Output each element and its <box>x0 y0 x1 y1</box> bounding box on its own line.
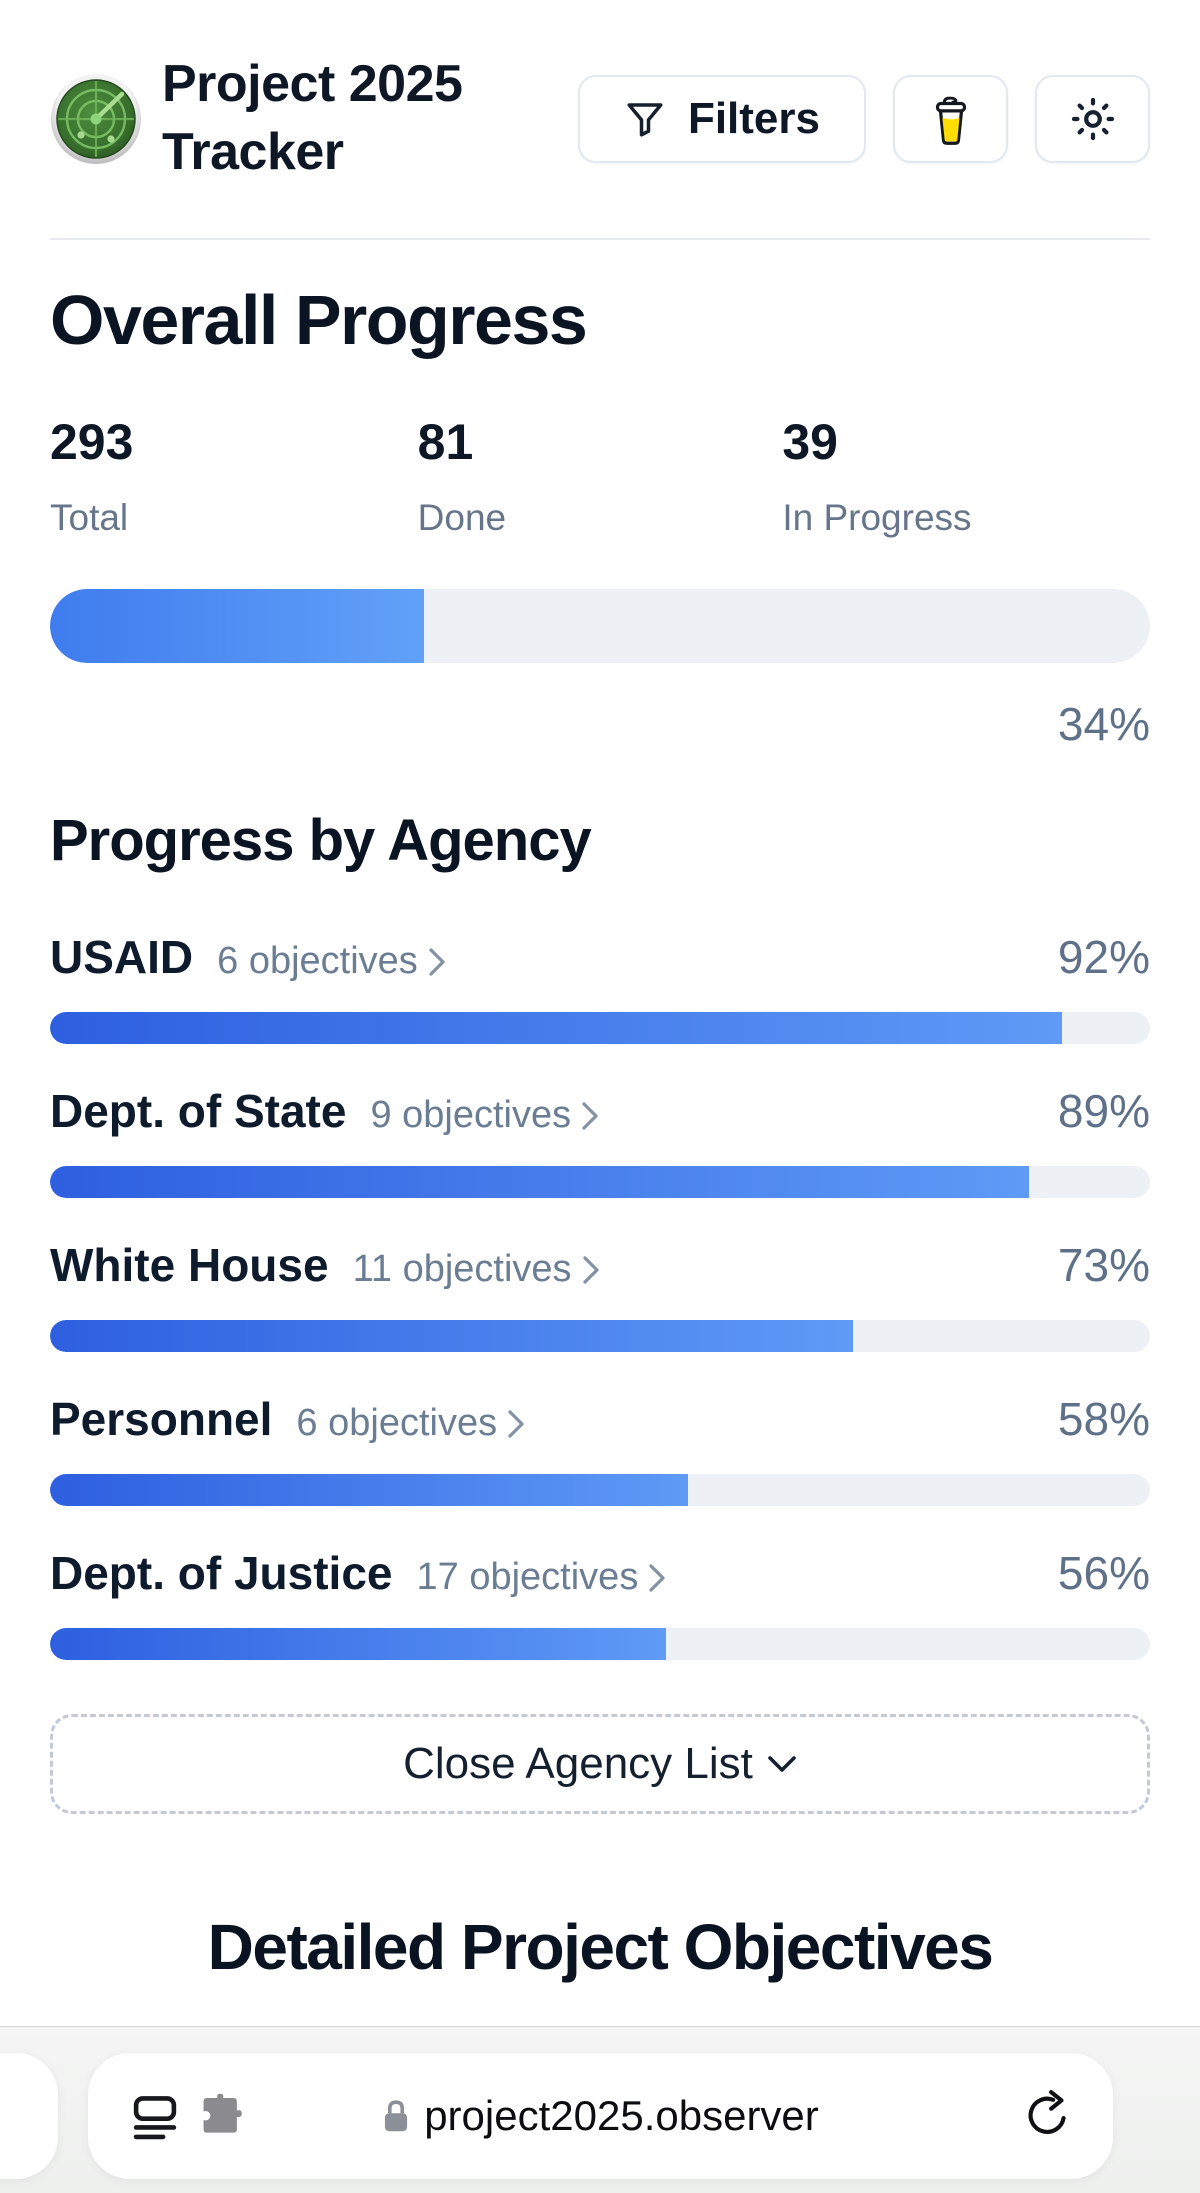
chevron-right-icon <box>582 1101 598 1130</box>
page-title: Project 2025 Tracker <box>162 55 463 181</box>
theme-toggle-button[interactable] <box>1035 75 1150 163</box>
stat-total-label: Total <box>50 497 129 538</box>
url-text: project2025.observer <box>424 2092 819 2139</box>
funnel-icon <box>624 98 666 140</box>
url-display[interactable]: project2025.observer <box>88 2053 1113 2179</box>
agency-objectives-link[interactable]: 6 objectives <box>296 1402 525 1445</box>
app-header: Project 2025 Tracker Filters <box>50 0 1150 240</box>
agency-name: Dept. of State <box>50 1085 347 1137</box>
agency-progress-fill <box>50 1166 1029 1198</box>
overall-progress-heading: Overall Progress <box>50 281 588 359</box>
agency-percent: 73% <box>1057 1239 1150 1291</box>
stat-done-label: Done <box>417 497 507 538</box>
agency-objectives-link[interactable]: 6 objectives <box>217 940 446 983</box>
chevron-right-icon <box>582 1255 599 1284</box>
agency-name: Personnel <box>50 1393 273 1445</box>
stat-inprogress: 39 In Progress <box>782 413 1150 539</box>
filters-label: Filters <box>687 94 820 143</box>
close-agency-list-label: Close Agency List <box>403 1739 753 1788</box>
agency-percent: 92% <box>1057 931 1150 983</box>
header-actions: Filters <box>577 75 1150 163</box>
agency-progress-fill <box>50 1628 666 1660</box>
agency-objectives-link[interactable]: 11 objectives <box>353 1248 600 1291</box>
agency-name: White House <box>50 1239 329 1291</box>
agency-objectives-link[interactable]: 17 objectives <box>417 1556 667 1599</box>
sun-icon <box>1069 95 1117 143</box>
agency-percent: 56% <box>1057 1547 1150 1599</box>
reload-button[interactable] <box>1023 2053 1073 2179</box>
overall-percent-label: 34% <box>1057 698 1150 750</box>
stat-inprogress-value: 39 <box>782 414 838 470</box>
puzzle-extension-icon[interactable] <box>198 2093 248 2139</box>
agency-progress-bar <box>50 1628 1150 1660</box>
agency-row-personnel: Personnel 6 objectives 58% <box>50 1392 1150 1506</box>
agency-progress-bar <box>50 1320 1150 1352</box>
overall-progress-fill <box>50 589 424 663</box>
agency-progress-fill <box>50 1012 1062 1044</box>
overall-progress-bar <box>50 589 1150 663</box>
filters-button[interactable]: Filters <box>577 75 866 163</box>
stat-done: 81 Done <box>418 413 783 539</box>
agency-row-whitehouse: White House 11 objectives 73% <box>50 1238 1150 1352</box>
radar-icon <box>50 73 142 165</box>
chevron-right-icon <box>429 947 445 976</box>
stat-total-value: 293 <box>50 414 134 470</box>
agency-row-justice: Dept. of Justice 17 objectives 56% <box>50 1546 1150 1660</box>
agency-percent: 89% <box>1057 1085 1150 1137</box>
agency-heading: Progress by Agency <box>50 808 592 873</box>
chevron-right-icon <box>508 1409 524 1438</box>
browser-bottom-bar: project2025.observer <box>0 2026 1200 2193</box>
reload-icon <box>1028 2090 1066 2134</box>
agency-progress-section: Progress by Agency USAID 6 objectives 92… <box>50 807 1150 1814</box>
agency-row-state: Dept. of State 9 objectives 89% <box>50 1084 1150 1198</box>
agency-progress-bar <box>50 1474 1150 1506</box>
chevron-down-icon <box>768 1756 796 1772</box>
agency-percent: 58% <box>1057 1393 1150 1445</box>
agency-progress-fill <box>50 1320 853 1352</box>
agency-objectives-link[interactable]: 9 objectives <box>370 1094 599 1137</box>
lock-icon <box>382 2098 410 2134</box>
agency-progress-bar <box>50 1012 1150 1044</box>
overall-stats: 293 Total 81 Done 39 In Progress <box>50 413 1150 539</box>
chevron-right-icon <box>649 1563 665 1592</box>
agency-rows: USAID 6 objectives 92% Dept. of State <box>50 930 1150 1660</box>
agency-name: USAID <box>50 931 194 983</box>
reader-lines-icon[interactable] <box>132 2089 178 2143</box>
close-agency-list-button[interactable]: Close Agency List <box>50 1714 1150 1814</box>
overall-progress-section: Overall Progress 293 Total 81 Done 39 In… <box>50 282 1150 751</box>
agency-progress-fill <box>50 1474 688 1506</box>
agency-progress-bar <box>50 1166 1150 1198</box>
browser-url-bar[interactable]: project2025.observer <box>88 2053 1113 2179</box>
support-coffee-button[interactable] <box>893 75 1008 163</box>
adjacent-tab-edge[interactable] <box>0 2053 58 2179</box>
stat-total: 293 Total <box>50 413 418 539</box>
agency-row-usaid: USAID 6 objectives 92% <box>50 930 1150 1044</box>
stat-done-value: 81 <box>417 414 474 470</box>
agency-name: Dept. of Justice <box>50 1547 393 1599</box>
coffee-cup-icon <box>928 92 974 146</box>
stat-inprogress-label: In Progress <box>782 497 972 538</box>
detailed-objectives-heading: Detailed Project Objectives <box>207 1911 994 1983</box>
